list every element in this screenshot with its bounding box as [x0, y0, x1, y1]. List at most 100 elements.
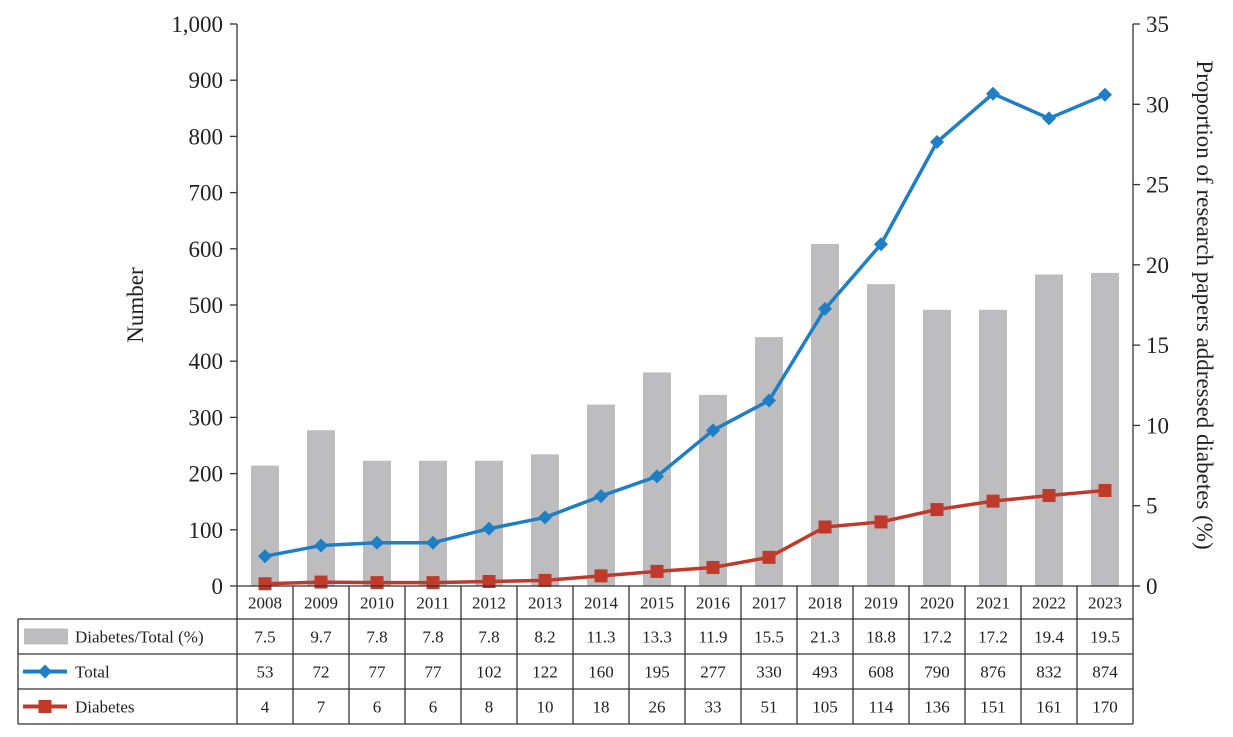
- table-cell: 7.8: [422, 628, 443, 647]
- table-cell: 33: [705, 698, 722, 717]
- bar-2017: [755, 337, 783, 586]
- bar-2008: [251, 465, 279, 586]
- table-cell: 790: [924, 663, 950, 682]
- legend-key-bar: [24, 628, 68, 645]
- bar-2023: [1091, 272, 1119, 586]
- table-cell: 876: [980, 663, 1006, 682]
- y2-tick-label: 15: [1146, 333, 1169, 358]
- point-total-2008: [258, 549, 272, 564]
- y-tick-label: 300: [189, 405, 224, 430]
- table-cell: 21.3: [810, 628, 840, 647]
- table-cell: 15.5: [754, 628, 784, 647]
- point-total-2020: [930, 135, 944, 150]
- category-label: 2016: [696, 594, 730, 613]
- point-diabetes-2015: [650, 564, 664, 578]
- y2-tick-label: 35: [1146, 12, 1169, 37]
- table-cell: 7: [317, 698, 326, 717]
- table-cell: 160: [588, 663, 614, 682]
- point-diabetes-2017: [762, 550, 776, 564]
- bar-2010: [363, 460, 391, 586]
- point-diabetes-2021: [986, 494, 1000, 508]
- y2-axis-title: Proportion of research papers addressed …: [1192, 60, 1217, 549]
- table-cell: 151: [980, 698, 1006, 717]
- category-label: 2020: [920, 594, 954, 613]
- bar-2022: [1035, 274, 1063, 586]
- table-cell: 330: [756, 663, 782, 682]
- category-label: 2022: [1032, 594, 1066, 613]
- table-cell: 77: [369, 663, 387, 682]
- table-cell: 17.2: [978, 628, 1008, 647]
- category-label: 2009: [304, 594, 338, 613]
- table-cell: 6: [429, 698, 438, 717]
- series-line-diabetes: [264, 488, 1106, 586]
- y2-tick-label: 30: [1146, 92, 1169, 117]
- y-tick-label: 500: [189, 293, 224, 318]
- point-diabetes-2019: [874, 515, 888, 529]
- y-tick-label: 0: [212, 574, 224, 599]
- y-tick-label: 600: [189, 237, 224, 262]
- table-row-label: Diabetes/Total (%): [75, 628, 204, 647]
- bar-2011: [419, 460, 447, 586]
- bar-2009: [307, 430, 335, 586]
- table-cell: 7.8: [478, 628, 499, 647]
- category-label: 2011: [416, 594, 449, 613]
- category-label: 2014: [584, 594, 619, 613]
- y-tick-label: 200: [189, 462, 224, 487]
- table-cell: 195: [644, 663, 670, 682]
- category-label: 2015: [640, 594, 674, 613]
- bar-2019: [867, 284, 895, 586]
- point-diabetes-2016: [706, 560, 720, 574]
- table-cell: 10: [537, 698, 554, 717]
- series-line-total: [264, 91, 1106, 558]
- table-cell: 26: [649, 698, 666, 717]
- table-row-label: Total: [75, 663, 110, 682]
- category-label: 2023: [1088, 594, 1122, 613]
- bar-2020: [923, 309, 951, 586]
- category-label: 2013: [528, 594, 562, 613]
- table-cell: 17.2: [922, 628, 952, 647]
- table-cell: 51: [761, 698, 778, 717]
- point-total-2017: [762, 393, 776, 408]
- point-total-2011: [426, 535, 440, 550]
- point-total-2019: [874, 237, 888, 252]
- table-cell: 18.8: [866, 628, 896, 647]
- table-cell: 161: [1036, 698, 1062, 717]
- table-cell: 18: [593, 698, 610, 717]
- legend-key-total-marker: [38, 664, 52, 679]
- table-row-label: Diabetes: [75, 698, 134, 717]
- point-diabetes-2013: [538, 573, 552, 587]
- table-cell: 19.5: [1090, 628, 1120, 647]
- y-tick-label: 100: [189, 518, 224, 543]
- point-diabetes-2008: [258, 577, 272, 591]
- y2-tick-label: 5: [1146, 494, 1158, 519]
- table-cell: 102: [476, 663, 502, 682]
- category-label: 2021: [976, 594, 1010, 613]
- table-cell: 6: [373, 698, 382, 717]
- table-cell: 7.5: [254, 628, 275, 647]
- table-cell: 170: [1092, 698, 1118, 717]
- point-diabetes-2020: [930, 503, 944, 517]
- category-label: 2017: [752, 594, 787, 613]
- point-diabetes-2010: [370, 576, 384, 590]
- table-cell: 114: [869, 698, 894, 717]
- point-total-2021: [986, 86, 1000, 101]
- point-total-2016: [706, 423, 720, 438]
- point-total-2023: [1098, 87, 1112, 102]
- point-total-2010: [370, 535, 384, 550]
- y2-tick-label: 20: [1146, 253, 1169, 278]
- table-cell: 105: [812, 698, 838, 717]
- table-cell: 493: [812, 663, 838, 682]
- point-total-2013: [538, 510, 552, 525]
- legend-key-diabetes-marker: [38, 700, 52, 713]
- table-cell: 9.7: [310, 628, 332, 647]
- category-label: 2018: [808, 594, 842, 613]
- point-total-2009: [314, 538, 328, 553]
- table-cell: 136: [924, 698, 950, 717]
- table-cell: 11.3: [586, 628, 615, 647]
- point-total-2014: [594, 489, 608, 504]
- y2-tick-label: 0: [1146, 574, 1158, 599]
- point-total-2022: [1042, 111, 1056, 126]
- y-tick-label: 400: [189, 349, 224, 374]
- point-diabetes-2014: [594, 569, 608, 583]
- bar-2021: [979, 309, 1007, 586]
